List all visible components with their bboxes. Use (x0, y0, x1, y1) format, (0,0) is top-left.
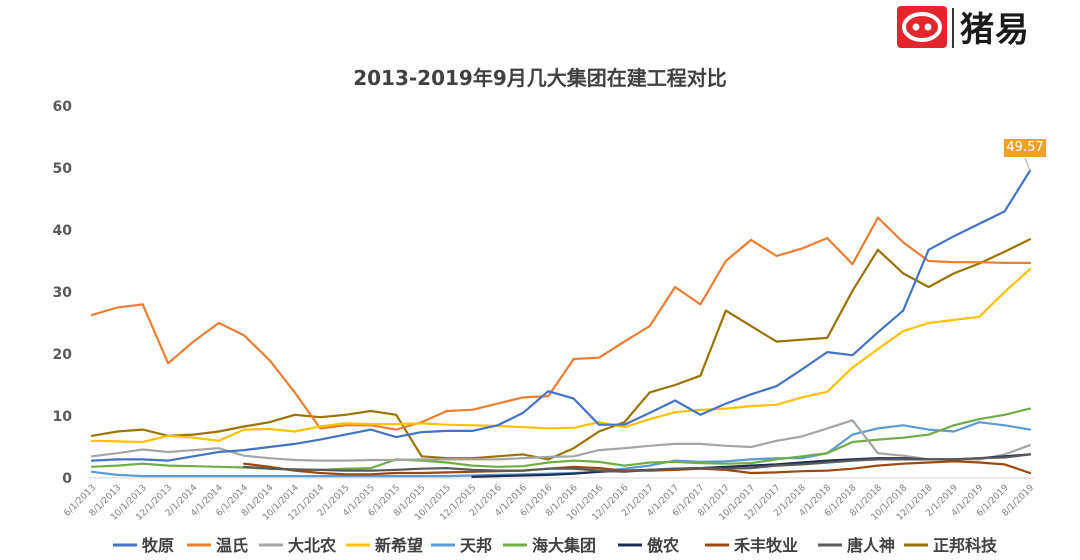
series-line-9 (90, 238, 1032, 461)
y-tick-label: 10 (53, 409, 73, 425)
value-callout: 49.57 (1004, 139, 1046, 157)
series-line-2 (90, 419, 1032, 462)
legend-label: 新希望 (375, 536, 423, 555)
legend-label: 牧原 (142, 536, 174, 555)
chart-title: 2013-2019年9月几大集团在建工程对比 (353, 66, 727, 90)
series-line-1 (90, 216, 1032, 431)
pig-logo-icon (897, 6, 947, 48)
series-lines (90, 157, 1032, 478)
legend-label: 海大集团 (532, 536, 596, 555)
series-line-0 (90, 169, 1032, 462)
y-axis: 0 10 20 30 40 50 60 (53, 99, 73, 487)
legend-label: 大北农 (288, 536, 336, 555)
legend-label: 禾丰牧业 (734, 536, 798, 555)
y-tick-label: 20 (53, 347, 73, 363)
series-line-5 (90, 407, 1032, 471)
y-tick-label: 30 (53, 285, 73, 301)
series-line-8 (243, 453, 1032, 473)
legend: 牧原 温氏 大北农 新希望 天邦 海大集团 傲农 禾丰牧业 唐人神 正邦科技 (113, 536, 998, 555)
series-line-3 (90, 268, 1032, 444)
logo-divider (952, 8, 954, 48)
legend-label: 温氏 (215, 536, 248, 555)
callout-leader-line (1024, 157, 1031, 171)
y-tick-label: 40 (53, 223, 73, 239)
legend-label: 傲农 (647, 536, 679, 555)
y-tick-label: 0 (62, 471, 72, 487)
legend-label: 正邦科技 (933, 536, 998, 555)
y-tick-label: 50 (53, 161, 73, 177)
x-axis: 6/1/20138/1/201310/1/201312/1/20132/1/20… (62, 477, 1036, 523)
legend-label: 天邦 (460, 536, 492, 555)
logo-text: 猪易 (960, 10, 1030, 50)
y-tick-label: 60 (53, 99, 73, 115)
legend-label: 唐人神 (847, 536, 895, 555)
